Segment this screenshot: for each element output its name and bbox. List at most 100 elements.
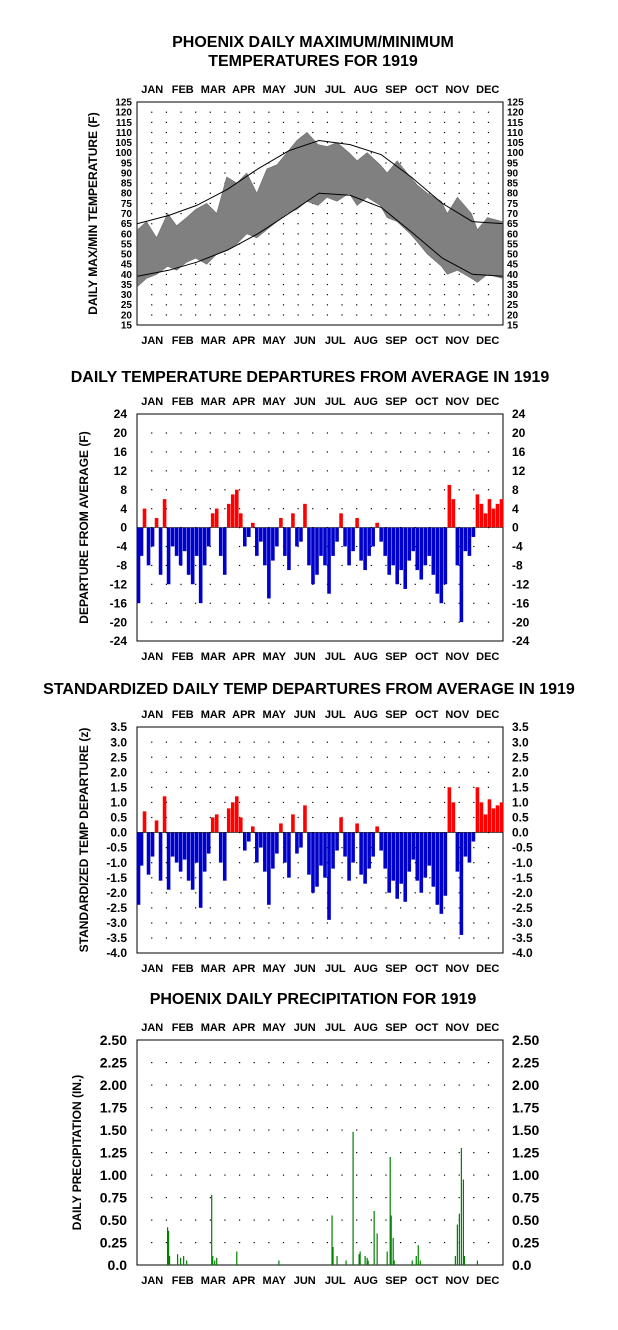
grid-dot <box>297 1152 299 1154</box>
bar <box>311 527 315 585</box>
grid-dot <box>356 1152 358 1154</box>
grid-dot <box>487 192 490 194</box>
y-tick-label-left: 25 <box>121 300 133 311</box>
grid-dot <box>458 816 460 819</box>
bar <box>291 814 295 833</box>
grid-dot <box>209 470 211 472</box>
grid-dot <box>224 786 226 788</box>
bar <box>275 527 279 547</box>
grid-dot <box>370 892 372 894</box>
grid-dot <box>370 131 372 134</box>
grid-dot <box>370 253 372 255</box>
month-label-top: NOV <box>445 1022 470 1034</box>
bar <box>487 499 492 528</box>
grid-dot <box>195 294 197 296</box>
bar <box>247 832 251 842</box>
y-tick-label-right: 60 <box>507 229 519 240</box>
grid-dot <box>473 892 475 894</box>
month-label-bottom: JUL <box>325 335 346 347</box>
grid-dot <box>282 304 285 306</box>
y-tick-label-left: 1.00 <box>100 1167 127 1183</box>
chart1-title-line1: PHOENIX DAILY MAXIMUM/MINIMUM <box>172 34 454 51</box>
grid-dot <box>209 131 211 134</box>
y-axis-label: STANDARDIZED TEMP DEPARTURE (z) <box>77 728 91 953</box>
grid-dot <box>443 131 446 134</box>
grid-dot <box>209 877 211 879</box>
grid-dot <box>312 304 314 306</box>
grid-dot <box>195 451 197 453</box>
grid-dot <box>414 432 416 434</box>
grid-dot <box>195 877 197 879</box>
grid-dot <box>238 131 241 134</box>
grid-dot <box>414 294 416 296</box>
grid-dot <box>400 907 402 909</box>
grid-dot <box>253 152 255 154</box>
grid-dot <box>165 182 167 184</box>
bar <box>327 832 331 920</box>
grid-dot <box>224 741 226 743</box>
grid-dot <box>224 314 226 316</box>
grid-dot <box>282 1062 285 1064</box>
grid-dot <box>400 131 402 134</box>
grid-dot <box>473 1084 475 1086</box>
grid-dot <box>268 816 270 819</box>
grid-dot <box>165 907 167 909</box>
grid-dot <box>356 283 358 286</box>
grid-dot <box>253 602 255 604</box>
grid-dot <box>165 1107 167 1109</box>
grid-dot <box>180 564 182 567</box>
y-tick-label-left: 75 <box>121 199 133 210</box>
grid-dot <box>414 131 416 134</box>
y-tick-label-right: 70 <box>507 209 519 220</box>
bar <box>467 527 472 556</box>
y-tick-label-right: 1.0 <box>512 796 529 810</box>
grid-dot <box>165 152 167 154</box>
bar <box>230 494 235 528</box>
grid-dot <box>180 111 182 113</box>
grid-dot <box>209 142 211 144</box>
grid-dot <box>400 816 402 819</box>
y-tick-label-right: 2.00 <box>512 1077 539 1093</box>
grid-dot <box>385 1062 387 1064</box>
grid-dot <box>370 273 372 276</box>
bar <box>299 527 303 542</box>
grid-dot <box>443 273 446 276</box>
bar <box>415 527 420 571</box>
grid-dot <box>180 172 182 174</box>
grid-dot <box>443 111 446 113</box>
grid-dot <box>356 1174 358 1176</box>
month-label-bottom: APR <box>232 335 255 347</box>
grid-dot <box>297 937 299 939</box>
bar <box>190 832 195 890</box>
month-label-top: JUL <box>325 396 346 408</box>
month-label-top: SEP <box>385 709 407 721</box>
grid-dot <box>370 243 372 245</box>
month-label-bottom: AUG <box>354 963 378 975</box>
grid-dot <box>165 1219 167 1221</box>
grid-dot <box>341 583 343 585</box>
grid-dot <box>356 152 358 154</box>
grid-dot <box>165 432 167 434</box>
grid-dot <box>429 801 431 804</box>
month-label-bottom: JUL <box>325 963 346 975</box>
grid-dot <box>312 121 314 123</box>
grid-dot <box>370 816 372 819</box>
grid-dot <box>209 283 211 286</box>
grid-dot <box>370 213 372 215</box>
grid-dot <box>282 771 285 773</box>
month-label-bottom: MAR <box>201 651 226 663</box>
grid-dot <box>414 489 416 491</box>
grid-dot <box>400 314 402 316</box>
bar <box>390 1215 392 1265</box>
grid-dot <box>473 1242 475 1244</box>
bar <box>459 832 464 935</box>
grid-dot <box>341 233 343 235</box>
grid-dot <box>414 283 416 286</box>
month-label-top: JUL <box>325 709 346 721</box>
bar <box>451 499 456 528</box>
grid-dot <box>297 1174 299 1176</box>
grid-dot <box>473 111 475 113</box>
grid-dot <box>341 564 343 567</box>
grid-dot <box>180 142 182 144</box>
grid-dot <box>385 892 387 894</box>
